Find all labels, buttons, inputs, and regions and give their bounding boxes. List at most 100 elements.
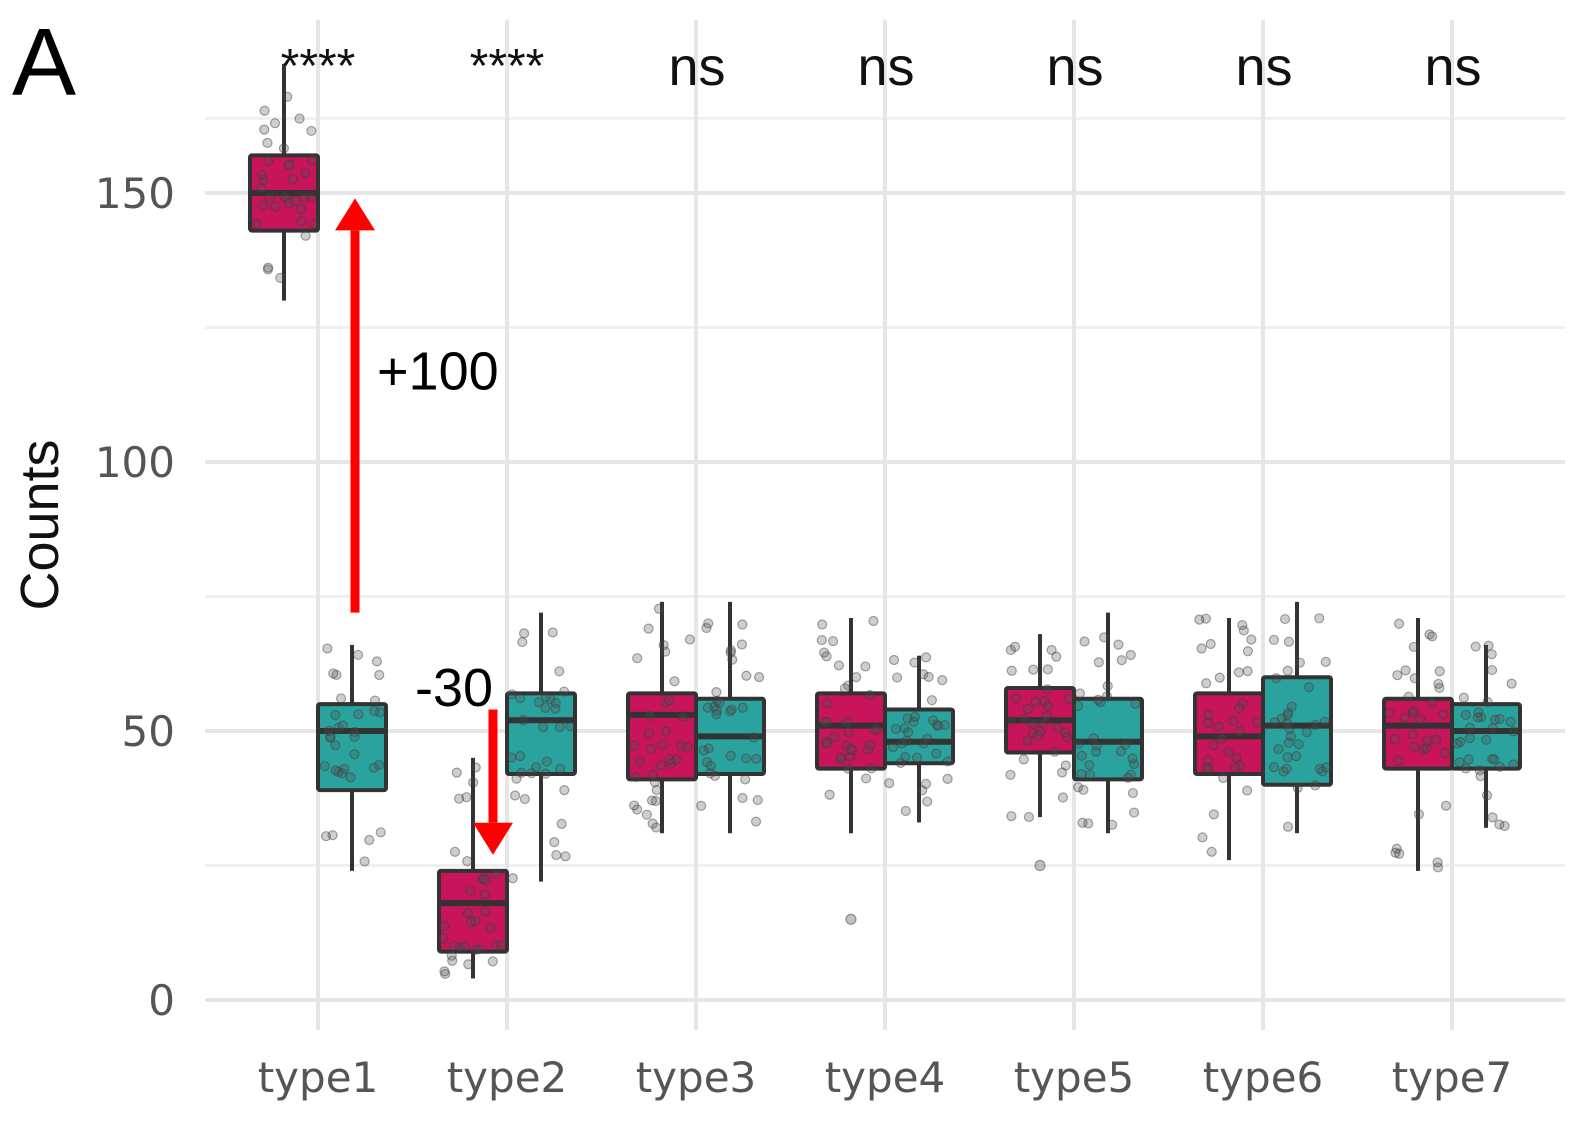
data-point (560, 851, 571, 862)
data-point (251, 218, 262, 229)
box-type2-series1 (437, 757, 509, 980)
box-type4-series2 (883, 652, 955, 823)
box-body (1450, 702, 1522, 771)
data-point (1303, 682, 1315, 693)
data-point (1242, 785, 1253, 796)
data-point (714, 697, 725, 708)
data-point (643, 623, 654, 634)
data-point (364, 834, 375, 846)
data-point (1078, 784, 1089, 795)
data-point (439, 966, 450, 977)
data-point (725, 750, 736, 761)
data-point (1460, 763, 1471, 774)
data-point (296, 216, 307, 227)
data-point (1427, 631, 1438, 642)
data-point (1214, 672, 1225, 683)
box-type2-series2 (505, 612, 577, 884)
data-point (887, 742, 899, 753)
data-point (666, 758, 677, 769)
data-point (518, 628, 530, 639)
box-type1-series1 (248, 63, 320, 301)
data-point (868, 615, 879, 627)
data-point (1268, 762, 1280, 773)
data-point (1486, 649, 1497, 660)
data-point (827, 636, 839, 647)
data-point (660, 726, 672, 737)
data-point (328, 668, 339, 679)
data-point (335, 693, 347, 704)
data-point (1230, 762, 1241, 773)
data-point (306, 125, 317, 137)
data-point (647, 818, 658, 829)
data-point (1440, 800, 1452, 811)
data-point (330, 709, 341, 721)
data-point (491, 868, 502, 879)
data-point (676, 740, 687, 751)
data-point (1127, 753, 1138, 764)
data-point (1093, 657, 1104, 668)
data-point (538, 722, 549, 733)
data-point (1283, 737, 1294, 749)
data-point (1042, 700, 1054, 711)
data-point (851, 672, 862, 683)
data-point (1271, 673, 1282, 684)
data-point (931, 748, 942, 759)
data-point (660, 646, 671, 657)
data-point (1235, 760, 1246, 771)
data-point (705, 760, 717, 771)
data-point (1113, 639, 1124, 650)
data-point (896, 738, 907, 749)
data-point (478, 873, 489, 884)
data-point (702, 757, 713, 768)
data-point (284, 198, 295, 209)
data-point (473, 944, 485, 955)
data-point (514, 692, 526, 704)
data-point (531, 762, 542, 773)
data-point (1201, 763, 1212, 774)
data-point (682, 741, 693, 753)
data-point (1291, 751, 1302, 762)
data-point (559, 686, 570, 697)
data-point (1393, 618, 1405, 629)
data-point (1483, 640, 1494, 651)
data-point (1409, 673, 1420, 684)
data-point (368, 762, 379, 773)
data-point (942, 773, 953, 784)
data-point (1434, 682, 1445, 694)
data-point (1203, 709, 1214, 721)
data-point (843, 726, 854, 738)
data-point (465, 916, 477, 927)
data-point (701, 622, 712, 634)
data-point (634, 756, 646, 767)
data-point (709, 770, 721, 782)
data-point (281, 193, 293, 205)
data-point (664, 754, 675, 765)
data-point (1321, 762, 1332, 773)
x-tick-label: type3 (636, 1053, 757, 1102)
data-point (290, 195, 301, 207)
x-tick-label: type4 (825, 1053, 946, 1102)
data-point (264, 192, 275, 203)
data-point (256, 169, 268, 180)
data-point (554, 666, 565, 677)
data-point (751, 753, 762, 764)
data-point (1060, 760, 1071, 771)
data-point (555, 763, 566, 775)
data-point (918, 738, 929, 749)
data-point (295, 204, 306, 215)
data-point (1481, 790, 1493, 801)
data-point (819, 717, 830, 728)
data-point (1091, 740, 1102, 751)
data-point (1238, 625, 1249, 636)
data-point (900, 805, 911, 817)
data-point (1202, 755, 1214, 766)
data-point (1200, 613, 1211, 624)
data-point (1084, 759, 1095, 771)
data-point (872, 723, 883, 734)
data-point (1464, 733, 1475, 744)
data-point (540, 768, 551, 779)
data-point (845, 744, 856, 755)
data-point (470, 762, 481, 773)
data-point (333, 766, 344, 777)
